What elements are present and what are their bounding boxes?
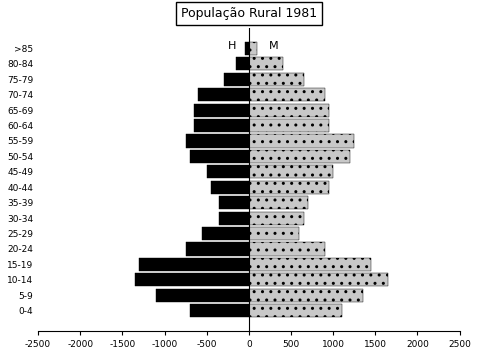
Bar bbox=[156, 289, 249, 302]
Bar bbox=[219, 196, 249, 209]
Bar bbox=[190, 150, 249, 163]
Bar bbox=[249, 181, 329, 194]
Bar bbox=[190, 304, 249, 317]
Bar bbox=[249, 304, 342, 317]
Bar bbox=[198, 88, 249, 101]
Bar bbox=[249, 150, 350, 163]
Bar bbox=[236, 57, 249, 70]
Bar bbox=[249, 57, 282, 70]
Text: M: M bbox=[269, 41, 279, 51]
Bar bbox=[249, 119, 329, 132]
Bar bbox=[249, 73, 304, 86]
Bar bbox=[249, 42, 257, 55]
Bar bbox=[249, 227, 299, 240]
Bar bbox=[249, 104, 329, 117]
Bar bbox=[135, 273, 249, 286]
Bar bbox=[206, 165, 249, 178]
Bar bbox=[203, 227, 249, 240]
Bar bbox=[211, 181, 249, 194]
Bar bbox=[249, 88, 325, 101]
Bar bbox=[185, 242, 249, 256]
Bar bbox=[249, 165, 333, 178]
Bar bbox=[194, 104, 249, 117]
Bar bbox=[185, 135, 249, 147]
Bar bbox=[249, 211, 304, 225]
Bar bbox=[224, 73, 249, 86]
Text: H: H bbox=[228, 41, 236, 51]
Bar bbox=[249, 196, 308, 209]
Bar bbox=[219, 211, 249, 225]
Bar bbox=[249, 273, 388, 286]
Bar bbox=[245, 42, 249, 55]
Title: População Rural 1981: População Rural 1981 bbox=[181, 7, 317, 20]
Bar bbox=[249, 289, 363, 302]
Bar bbox=[249, 242, 325, 256]
Bar bbox=[249, 258, 371, 271]
Bar bbox=[194, 119, 249, 132]
Bar bbox=[139, 258, 249, 271]
Bar bbox=[249, 135, 354, 147]
